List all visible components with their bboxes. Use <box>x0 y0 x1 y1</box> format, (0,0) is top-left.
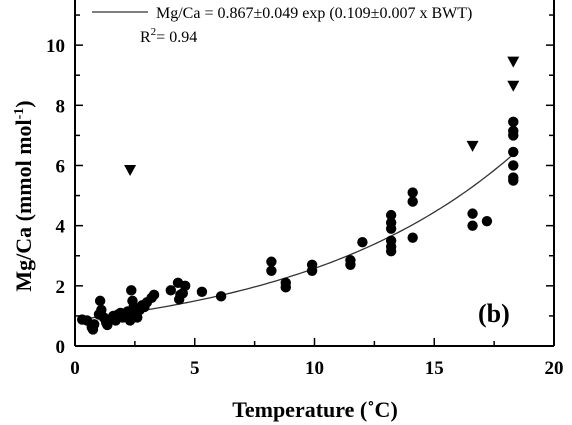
data-point-circle <box>215 291 227 302</box>
data-point-circle <box>165 285 176 296</box>
data-point-circle <box>88 319 100 330</box>
data-point-circle <box>196 286 208 298</box>
y-tick-label: 2 <box>56 277 66 298</box>
legend-r2: R2= 0.94 <box>140 26 197 46</box>
data-point-circle <box>467 220 478 231</box>
data-point-circle <box>280 282 291 293</box>
y-tick-label: 4 <box>56 217 66 238</box>
y-tick-label: 8 <box>56 96 66 117</box>
fit-curve <box>82 153 514 320</box>
data-point-triangle <box>466 140 479 152</box>
data-point-circle <box>508 116 519 128</box>
y-axis-label: Mg/Ca (mmol mol-1) <box>11 100 36 291</box>
data-points <box>76 56 520 335</box>
y-tick-label: 10 <box>46 36 65 57</box>
panel-label: (b) <box>478 299 510 328</box>
x-tick-label: 5 <box>190 358 200 379</box>
data-point-circle <box>508 175 519 186</box>
data-point-circle <box>407 232 418 243</box>
data-point-circle <box>467 208 478 219</box>
data-point-circle <box>357 237 368 248</box>
data-point-triangle <box>124 164 137 176</box>
data-point-circle <box>481 215 493 227</box>
y-axis-label-main: Mg/Ca (mmol mol <box>11 119 36 291</box>
data-point-circle <box>508 160 519 171</box>
data-point-circle <box>508 146 519 158</box>
data-point-circle <box>306 265 318 276</box>
data-point-triangle <box>507 80 520 92</box>
data-point-circle <box>266 265 277 276</box>
data-point-circle <box>508 130 519 141</box>
y-tick-label: 0 <box>56 337 66 358</box>
plot-frame <box>74 0 555 347</box>
data-point-circle <box>94 295 106 307</box>
y-tick-label: 6 <box>56 156 66 177</box>
legend-equation: Mg/Ca = 0.867±0.049 exp (0.109±0.007 x B… <box>156 5 472 22</box>
data-point-circle <box>385 246 397 257</box>
x-tick-label: 10 <box>305 358 324 379</box>
legend-r2-sup: 2 <box>151 26 157 38</box>
x-axis-label: Temperature (˚C) <box>232 397 398 422</box>
legend-r2-prefix: R <box>140 29 151 46</box>
x-tick-label: 20 <box>545 358 564 379</box>
data-point-circle <box>385 223 397 234</box>
data-point-circle <box>407 187 418 198</box>
data-point-circle <box>266 256 277 267</box>
tick-labels: 0 5 10 15 20 0 2 4 6 8 10 <box>46 36 564 379</box>
legend-r2-suffix: = 0.94 <box>156 29 197 46</box>
x-tick-label: 0 <box>70 358 80 379</box>
x-tick-label: 15 <box>425 358 444 379</box>
data-point-circle <box>126 285 137 296</box>
data-point-circle <box>385 209 397 221</box>
y-axis-label-sup: -1 <box>12 108 27 120</box>
data-point-circle <box>345 259 356 270</box>
data-point-circle <box>179 280 191 292</box>
axis-ticks <box>74 14 555 347</box>
data-point-circle <box>148 289 160 301</box>
data-point-circle <box>407 196 418 207</box>
y-axis-label-end: ) <box>11 100 36 107</box>
data-point-triangle <box>507 56 520 68</box>
